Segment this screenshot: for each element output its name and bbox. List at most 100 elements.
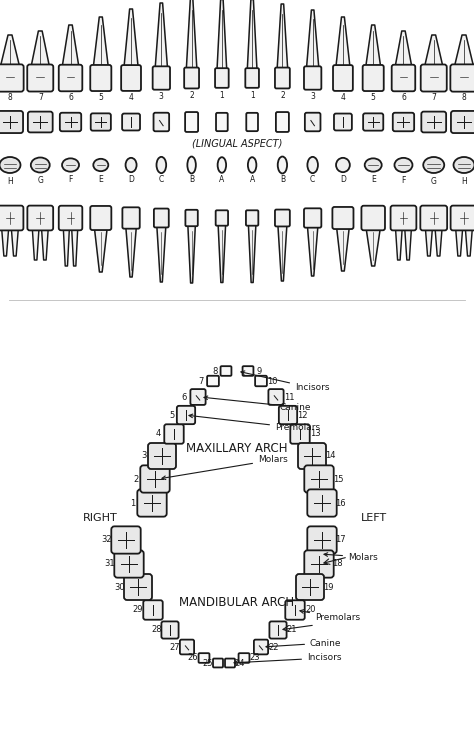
FancyBboxPatch shape [269,621,287,638]
Text: 7: 7 [431,93,436,102]
FancyBboxPatch shape [220,366,231,376]
FancyBboxPatch shape [27,65,53,92]
Polygon shape [72,228,78,266]
Polygon shape [42,228,48,260]
FancyBboxPatch shape [154,209,169,228]
FancyBboxPatch shape [143,600,163,620]
Text: 28: 28 [151,626,162,635]
Text: 13: 13 [310,430,320,439]
Polygon shape [218,225,226,282]
FancyBboxPatch shape [334,113,352,131]
FancyBboxPatch shape [268,389,283,405]
FancyBboxPatch shape [215,68,228,88]
Ellipse shape [126,158,137,172]
FancyBboxPatch shape [275,68,290,89]
Polygon shape [11,228,18,256]
Polygon shape [0,35,20,67]
Polygon shape [157,226,166,282]
Text: 2: 2 [189,91,194,100]
FancyBboxPatch shape [137,490,167,517]
Polygon shape [336,17,350,67]
Text: 7: 7 [38,93,43,102]
FancyBboxPatch shape [111,526,141,553]
FancyBboxPatch shape [213,659,223,668]
Text: 11: 11 [284,393,295,402]
Polygon shape [186,0,197,69]
Text: 17: 17 [336,535,346,544]
Polygon shape [395,31,412,67]
Text: 7: 7 [199,376,204,385]
Polygon shape [62,25,79,67]
FancyBboxPatch shape [363,65,384,91]
Text: Molars: Molars [324,553,378,562]
Text: Incisors: Incisors [234,653,341,665]
FancyBboxPatch shape [122,113,140,131]
Polygon shape [217,0,227,70]
Text: 12: 12 [297,411,308,420]
FancyBboxPatch shape [225,659,235,668]
Text: MANDIBULAR ARCH: MANDIBULAR ARCH [180,596,294,610]
Ellipse shape [0,157,20,173]
FancyBboxPatch shape [121,65,141,91]
Text: 8: 8 [462,93,466,102]
FancyBboxPatch shape [298,443,326,469]
Text: G: G [431,176,437,185]
Polygon shape [307,10,319,68]
FancyBboxPatch shape [304,550,334,578]
Text: 2: 2 [280,91,285,100]
FancyBboxPatch shape [450,65,474,92]
Ellipse shape [248,157,256,173]
Polygon shape [94,228,107,272]
Text: 5: 5 [371,93,375,102]
Text: 15: 15 [333,475,343,484]
FancyBboxPatch shape [27,206,53,231]
Ellipse shape [218,157,226,173]
Text: F: F [68,176,73,185]
FancyBboxPatch shape [140,466,170,493]
Ellipse shape [278,156,287,173]
Polygon shape [405,228,411,260]
Text: 23: 23 [249,653,260,662]
Ellipse shape [62,158,79,172]
Ellipse shape [93,158,108,171]
FancyBboxPatch shape [207,376,219,386]
Polygon shape [435,228,442,256]
Text: 9: 9 [256,366,262,376]
FancyBboxPatch shape [296,574,324,600]
Text: Premolars: Premolars [300,610,360,623]
Text: H: H [461,176,467,185]
FancyBboxPatch shape [246,68,259,88]
FancyBboxPatch shape [238,653,249,663]
FancyBboxPatch shape [0,206,23,231]
FancyBboxPatch shape [332,207,354,229]
FancyBboxPatch shape [254,640,268,654]
FancyBboxPatch shape [255,376,267,386]
Text: 21: 21 [286,626,297,635]
FancyBboxPatch shape [363,113,383,131]
FancyBboxPatch shape [185,210,198,226]
Polygon shape [277,4,288,69]
FancyBboxPatch shape [124,574,152,600]
Text: 1: 1 [219,91,224,99]
FancyBboxPatch shape [333,65,353,91]
FancyBboxPatch shape [392,65,415,92]
FancyBboxPatch shape [290,424,310,444]
Text: Canine: Canine [204,396,311,412]
Text: 31: 31 [105,559,115,569]
Text: RIGHT: RIGHT [82,513,118,523]
Polygon shape [337,227,349,271]
Text: D: D [128,175,134,184]
Text: Incisors: Incisors [241,371,329,393]
FancyBboxPatch shape [276,112,289,132]
FancyBboxPatch shape [148,443,176,469]
FancyBboxPatch shape [164,424,184,444]
FancyBboxPatch shape [304,208,321,228]
Text: 26: 26 [188,653,199,662]
Text: 8: 8 [8,93,12,102]
FancyBboxPatch shape [421,112,446,132]
FancyBboxPatch shape [216,210,228,226]
Text: 30: 30 [115,583,125,592]
Text: (LINGUAL ASPECT): (LINGUAL ASPECT) [192,138,282,148]
Polygon shape [454,35,474,67]
FancyBboxPatch shape [421,65,447,92]
